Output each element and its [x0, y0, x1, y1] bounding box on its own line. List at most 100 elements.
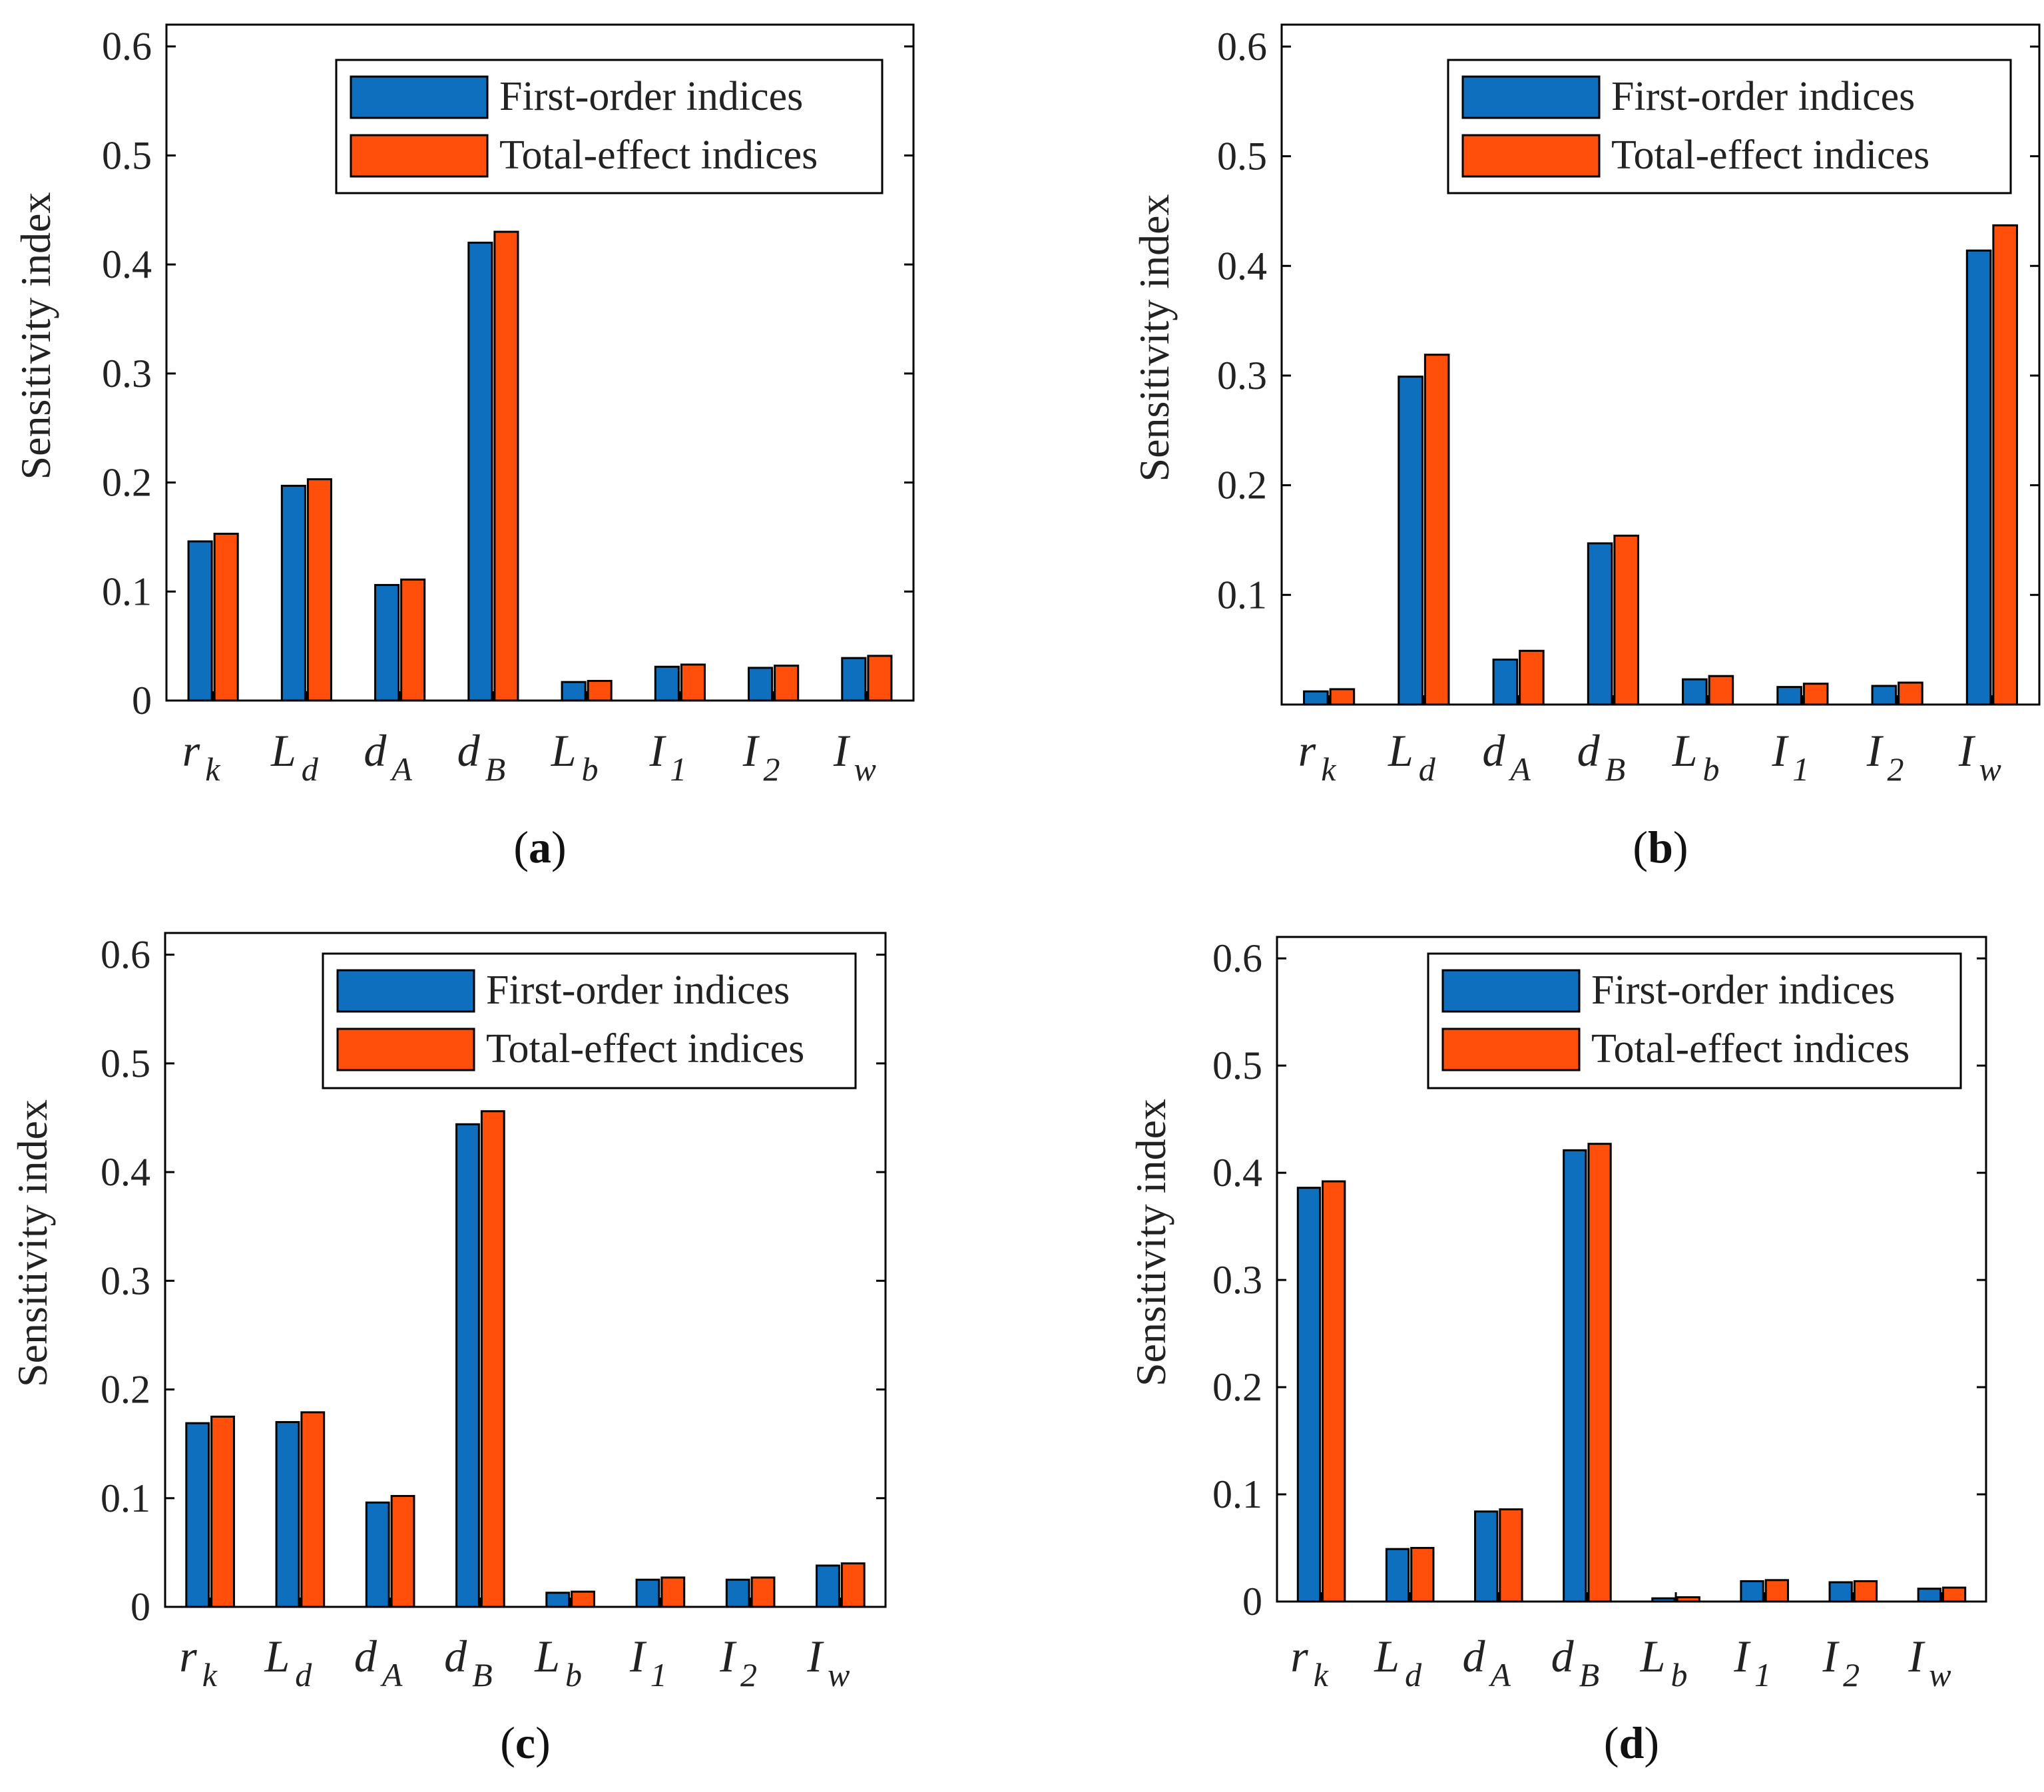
- first-order-bar-5: [545, 1592, 571, 1608]
- first-order-bar-3: [1474, 1510, 1499, 1603]
- first-order-bar-8: [1965, 249, 1992, 706]
- y-tick-label: 0: [132, 679, 152, 723]
- y-tick-label: 0.2: [102, 461, 152, 505]
- first-order-bar-1: [1296, 1187, 1322, 1603]
- first-order-bar-6: [1776, 686, 1802, 706]
- axes-box: [1276, 936, 1987, 1603]
- first-order-bar-6: [635, 1578, 660, 1608]
- total-effect-bar-4: [1587, 1143, 1612, 1603]
- y-tick-label: 0.1: [1212, 1472, 1262, 1516]
- y-tick-label: 0.3: [1212, 1258, 1262, 1302]
- plot-area: [1276, 936, 1987, 1603]
- y-axis-label: Sensitivity index: [12, 192, 59, 480]
- total-effect-bar-2: [306, 478, 332, 702]
- y-tick-label: 0.5: [1212, 1044, 1262, 1087]
- y-tick-label: 0.4: [1217, 244, 1267, 288]
- total-effect-bar-2: [1410, 1547, 1435, 1603]
- total-effect-bar-4: [1613, 534, 1639, 706]
- total-effect-bar-6: [1764, 1579, 1789, 1603]
- total-effect-bar-5: [571, 1590, 595, 1608]
- y-tick-label: 0.1: [1217, 573, 1267, 617]
- y-tick-label: 0.6: [1217, 25, 1267, 69]
- first-order-bar-1: [187, 540, 213, 702]
- y-axis-label: Sensitivity index: [1127, 1099, 1174, 1386]
- first-order-bar-3: [365, 1501, 390, 1608]
- total-effect-bar-8: [840, 1562, 866, 1608]
- axes-box: [165, 23, 915, 702]
- legend: First-order indices Total-effect indices: [322, 952, 857, 1089]
- first-order-bar-8: [1917, 1588, 1941, 1603]
- y-tick-label: 0.1: [102, 569, 152, 613]
- first-order-bar-3: [1492, 658, 1519, 706]
- first-order-bar-7: [725, 1578, 750, 1608]
- total-effect-bar-6: [660, 1576, 686, 1608]
- legend-label: First-order indices: [499, 74, 803, 119]
- first-order-bar-1: [185, 1422, 210, 1608]
- panel-label: (b): [1633, 822, 1688, 872]
- y-tick-label: 0.5: [1217, 135, 1267, 178]
- total-effect-bar-5: [587, 680, 613, 702]
- total-effect-bar-8: [867, 655, 893, 702]
- first-order-bar-2: [280, 484, 306, 702]
- panel-label: (a): [513, 822, 566, 872]
- y-tick-label: 0.4: [102, 242, 152, 286]
- first-order-bar-4: [467, 241, 493, 702]
- total-effect-bar-7: [750, 1576, 776, 1608]
- total-effect-bar-8: [1941, 1586, 1967, 1603]
- y-tick-label: 0: [130, 1585, 150, 1629]
- legend-swatch-first-order: [1441, 969, 1581, 1013]
- y-tick-label: 0.5: [102, 133, 152, 177]
- total-effect-bar-3: [1519, 649, 1545, 706]
- y-tick-label: 0.6: [1212, 936, 1262, 980]
- total-effect-bar-6: [1802, 683, 1829, 706]
- legend-swatch-first-order: [336, 969, 475, 1013]
- total-effect-bar-2: [1423, 354, 1450, 706]
- total-effect-bar-8: [1992, 224, 2018, 706]
- total-effect-bar-1: [1322, 1180, 1346, 1603]
- axes-box: [1280, 23, 2041, 706]
- panel-label: (c): [500, 1717, 551, 1768]
- y-tick-label: 0.3: [102, 352, 152, 396]
- first-order-bar-5: [1682, 678, 1708, 706]
- legend-label: First-order indices: [486, 968, 790, 1013]
- y-tick-label: 0.3: [101, 1259, 150, 1303]
- panel-label: (d): [1604, 1717, 1659, 1768]
- legend-swatch-total-effect: [336, 1028, 475, 1071]
- legend-label: First-order indices: [1611, 74, 1915, 119]
- plot-area: [164, 932, 887, 1608]
- y-tick-label: 0.1: [101, 1476, 150, 1520]
- total-effect-bar-3: [1499, 1508, 1523, 1603]
- first-order-bar-2: [1385, 1548, 1410, 1603]
- first-order-bar-4: [455, 1123, 480, 1608]
- plot-area: [165, 23, 915, 702]
- first-order-bar-4: [1587, 542, 1613, 706]
- total-effect-bar-3: [390, 1495, 415, 1608]
- y-tick-label: 0.4: [1212, 1151, 1262, 1195]
- legend: First-order indices Total-effect indices: [335, 59, 884, 194]
